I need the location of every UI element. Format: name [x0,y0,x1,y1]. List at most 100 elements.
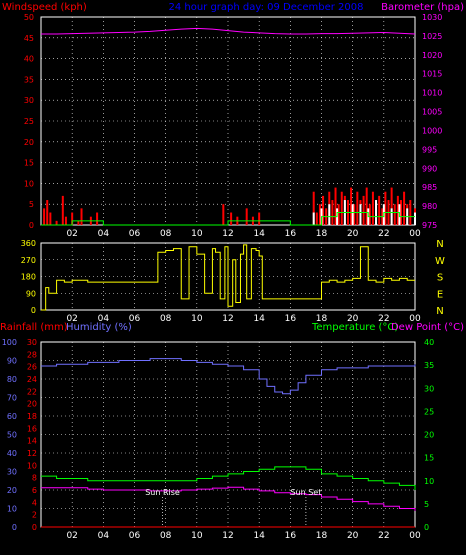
dir-y-tick: 270 [21,256,36,265]
baro-axis-label: Barometer (hpa) [381,2,464,13]
temp-y-tick: 25 [424,407,434,416]
x-tick-label: 16 [285,314,297,324]
x-tick-label: 10 [191,314,203,324]
x-tick-label: 00 [409,531,421,541]
wind-y-tick: 50 [24,13,34,22]
wind-bar [258,212,261,225]
humidity-y-tick: 60 [7,412,17,421]
gust-bar [414,212,416,225]
x-tick-label: 14 [253,229,265,239]
x-tick-label: 18 [316,314,328,324]
avg-wind-line [41,212,415,226]
wind-bar [245,208,248,225]
compass-label: N [436,239,443,250]
dir-y-tick: 90 [26,289,36,298]
humidity-y-tick: 0 [12,523,17,532]
x-tick-label: 20 [347,229,359,239]
humidity-y-tick: 30 [7,468,17,477]
gust-bar [390,208,393,225]
baro-y-tick: 990 [422,164,437,173]
wind-bar [393,204,396,225]
x-tick-label: 02 [66,229,77,239]
compass-label: S [437,273,443,284]
wind-y-tick: 0 [29,221,34,230]
wind-y-tick: 40 [24,55,34,64]
rain-y-tick: 12 [27,449,37,458]
gust-bar [328,204,331,225]
wind-bar [368,204,371,225]
rain-y-tick: 8 [32,474,37,483]
x-tick-label: 06 [129,229,141,239]
temperature-axis-label: Temperature (°C) [311,322,398,333]
wind-bar [71,212,74,225]
temp-y-tick: 5 [424,500,429,509]
baro-y-tick: 1030 [422,13,442,22]
wind-y-tick: 5 [29,200,34,209]
x-tick-label: 10 [191,531,203,541]
baro-y-tick: 1025 [422,32,442,41]
rain-y-tick: 10 [27,461,37,470]
wind-bar [230,212,233,225]
humidity-y-tick: 20 [7,486,17,495]
rainfall-axis-label: Rainfall (mm) [0,322,68,333]
wind-y-tick: 20 [24,138,34,147]
rain-y-tick: 2 [32,511,37,520]
x-tick-label: 04 [98,229,110,239]
wind-bar [43,208,46,225]
x-tick-label: 04 [98,531,110,541]
baro-y-tick: 1010 [422,89,442,98]
x-tick-label: 12 [222,229,233,239]
wind-bar [403,191,406,225]
dewpoint-axis-label: Dew Point (°C) [391,322,464,333]
rain-y-tick: 0 [32,523,37,532]
compass-label: E [437,289,443,300]
chart-title: 24 hour graph day: 09 December 2008 [168,2,363,13]
wind-axis-label: Windspeed (kph) [2,2,87,13]
x-tick-label: 06 [129,314,141,324]
baro-y-tick: 1015 [422,70,442,79]
wind-y-tick: 15 [24,159,34,168]
baro-y-tick: 985 [422,183,437,192]
wind-y-tick: 35 [24,75,34,84]
wind-bar [340,191,343,225]
dir-y-tick: 180 [21,273,36,282]
wind-bar [365,187,368,225]
baro-y-tick: 980 [422,202,437,211]
wind-bar [356,191,359,225]
direction-line [41,244,415,311]
wind-bar [390,187,393,225]
wind-bar [49,212,52,225]
wind-bar [384,191,387,225]
x-tick-label: 08 [160,229,172,239]
x-tick-label: 04 [98,314,110,324]
x-tick-label: 22 [378,531,389,541]
wind-bar [322,195,325,225]
rain-y-tick: 4 [32,498,37,507]
temp-y-tick: 0 [424,523,429,532]
wind-bar [409,200,412,225]
wind-bar [331,200,334,225]
x-tick-label: 02 [66,531,77,541]
wind-bar [371,191,374,225]
rain-y-tick: 26 [27,363,37,372]
x-tick-label: 08 [160,531,172,541]
compass-label: W [435,256,445,267]
x-tick-label: 18 [316,531,328,541]
wind-bar [96,212,99,225]
gust-bar [375,200,378,225]
baro-y-tick: 1005 [422,108,442,117]
x-tick-label: 18 [316,229,328,239]
rain-y-tick: 20 [27,400,37,409]
wind-bar [312,191,315,225]
wind-bar [334,187,337,225]
x-tick-label: 00 [409,314,421,324]
x-tick-label: 22 [378,314,389,324]
baro-line [41,27,416,35]
gust-bar [359,204,362,225]
humidity-y-tick: 70 [7,394,17,403]
wind-bar [378,195,381,225]
temp-y-tick: 35 [424,361,434,370]
temp-y-tick: 15 [424,454,434,463]
wind-bar [350,187,353,225]
